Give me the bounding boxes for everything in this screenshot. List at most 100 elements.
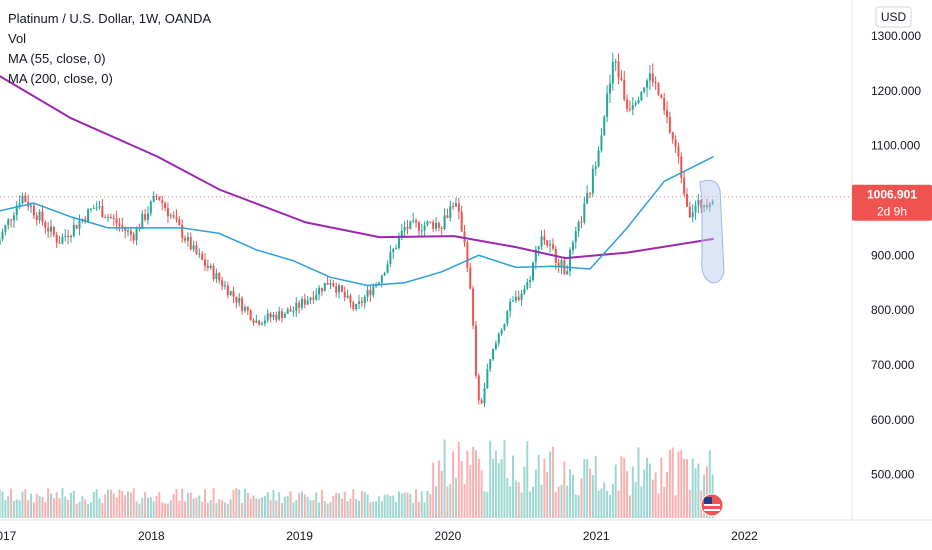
candle — [78, 214, 81, 236]
candle — [263, 315, 266, 327]
candle — [255, 314, 258, 324]
volume-bar — [69, 492, 72, 518]
volume-bar — [392, 495, 395, 518]
volume-bar — [680, 450, 683, 518]
volume-bar — [221, 500, 224, 518]
volume-bar — [631, 466, 634, 518]
candle — [306, 296, 309, 306]
indicator-ma-55[interactable]: MA (55, close, 0) — [8, 51, 106, 66]
candle — [275, 311, 278, 323]
volume-bar — [44, 501, 47, 518]
volume-bar — [531, 486, 534, 518]
candle — [303, 293, 306, 309]
volume-bar — [184, 501, 187, 518]
volume-bar — [509, 486, 512, 518]
us-flag-icon[interactable] — [700, 493, 724, 517]
volume-bar — [606, 490, 609, 518]
candles — [0, 52, 714, 408]
volume-bar — [129, 492, 132, 518]
candle — [146, 206, 149, 225]
volume-bar — [275, 500, 278, 518]
chart-title[interactable]: Platinum / U.S. Dollar, 1W, OANDA — [8, 11, 212, 26]
volume-bar — [55, 492, 58, 518]
candle — [149, 200, 152, 217]
volume-bar — [671, 447, 674, 518]
volume-bar — [703, 474, 706, 518]
volume-bar — [554, 492, 557, 518]
volume-bar — [50, 493, 53, 518]
volume-bar — [300, 491, 303, 518]
candle — [352, 300, 355, 312]
candle — [537, 245, 540, 257]
volume-bar — [452, 451, 455, 518]
candle — [415, 218, 418, 228]
volume-bar — [469, 465, 472, 518]
volume-bar — [10, 488, 13, 518]
candle — [318, 284, 321, 301]
volume-bar — [286, 496, 289, 518]
volume-bar — [697, 463, 700, 518]
indicator-ma-200[interactable]: MA (200, close, 0) — [8, 71, 113, 86]
candle — [432, 219, 435, 233]
candle — [557, 258, 560, 274]
candle — [663, 92, 666, 116]
candle — [529, 275, 532, 289]
volume-bar — [155, 495, 158, 518]
candle — [577, 219, 580, 238]
volume-bar — [38, 496, 41, 518]
candle — [412, 212, 415, 223]
volume-bar — [24, 489, 27, 518]
volume-bar — [483, 491, 486, 518]
candle — [506, 310, 509, 327]
volume-bar — [92, 491, 95, 518]
candle — [109, 213, 112, 219]
volume-bar — [472, 446, 475, 518]
volume-bar — [238, 489, 241, 518]
volume-bar — [161, 502, 164, 518]
candle — [24, 192, 27, 203]
price-axis[interactable]: 1300.0001200.0001100.0001000.000900.0008… — [871, 29, 921, 482]
volume-bar — [526, 441, 529, 518]
volume-bar — [360, 490, 363, 518]
candle — [617, 53, 620, 85]
candle — [238, 293, 241, 307]
currency-button[interactable]: USD — [875, 6, 912, 28]
candle — [226, 281, 229, 299]
volume-bar — [141, 497, 144, 518]
candle — [289, 305, 292, 312]
candle — [608, 74, 611, 104]
x-tick-label-5: 2022 — [731, 529, 758, 543]
candle — [534, 245, 537, 270]
volume-bar — [415, 489, 418, 518]
candle — [118, 217, 121, 232]
y-tick-label-1: 1200.000 — [871, 84, 921, 98]
volume-bar — [101, 502, 104, 518]
candle — [201, 250, 204, 261]
candle — [266, 309, 269, 323]
candle — [232, 286, 235, 304]
candle — [252, 318, 255, 326]
highlight-annotation[interactable] — [699, 179, 725, 284]
volume-bar — [546, 472, 549, 518]
volume-bar — [372, 501, 375, 518]
volume-bar — [614, 464, 617, 518]
candle — [703, 204, 706, 213]
candle — [426, 220, 429, 227]
volume-bar — [355, 498, 358, 518]
volume-bar — [303, 494, 306, 518]
candle — [526, 278, 529, 291]
indicator-volume[interactable]: Vol — [8, 31, 27, 46]
candle — [574, 226, 577, 249]
volume-bar — [628, 495, 631, 518]
volume-bar — [674, 495, 677, 518]
candle — [512, 296, 515, 302]
candle — [144, 208, 147, 222]
volume-bar — [489, 440, 492, 518]
volume-bar — [497, 463, 500, 518]
candle — [366, 284, 369, 302]
candle — [87, 208, 90, 224]
volume-bar — [175, 488, 178, 518]
volume-bar — [643, 469, 646, 518]
time-axis[interactable]: 2017 2018 2019 2020 2021 2022 — [0, 529, 758, 543]
